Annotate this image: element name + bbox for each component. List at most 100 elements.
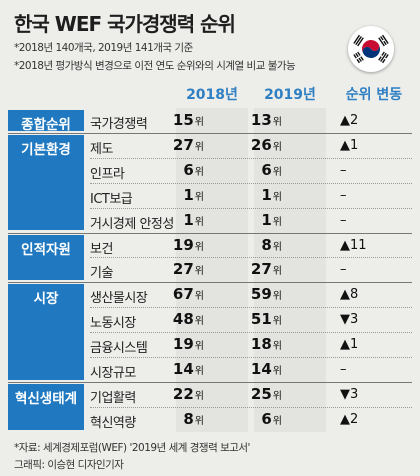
category-label: 혁신생태계 [8, 383, 84, 430]
rank-unit: 위 [194, 316, 204, 328]
rank-value: 6 [261, 409, 272, 428]
rank-value: 18 [250, 335, 272, 354]
rank-unit: 위 [272, 141, 282, 153]
rank-2019: 25위 [244, 385, 282, 403]
rank-2019: 51위 [244, 310, 282, 328]
indicator-name: 노동시장 [90, 316, 136, 332]
indicator-name: 생산물시장 [90, 291, 148, 307]
rank-unit: 위 [272, 216, 282, 228]
rank-2019: 27위 [244, 260, 282, 278]
group-divider [8, 282, 412, 284]
indicator-name: 국가경쟁력 [90, 117, 148, 132]
rank-change: ▼3 [340, 312, 359, 328]
category-text: 혁신생태계 [14, 390, 78, 407]
rank-unit: 위 [272, 366, 282, 377]
indicator-name: 보건 [90, 241, 113, 257]
rank-unit: 위 [272, 191, 282, 203]
indicator-name: 금융시스템 [90, 341, 148, 357]
column-2019-band [254, 108, 326, 432]
rank-2019: 14위 [244, 360, 282, 378]
rank-value: 59 [250, 285, 272, 304]
rank-value: 27 [172, 260, 194, 279]
row-divider [90, 406, 412, 408]
rank-unit: 위 [194, 341, 204, 353]
indicator-name: 기술 [90, 266, 113, 282]
korean-flag-icon [348, 26, 394, 72]
category-label: 기본환경 [8, 134, 84, 231]
rank-change: ▲8 [340, 287, 359, 303]
rank-2019: 6위 [244, 161, 282, 179]
rank-2019: 59위 [244, 285, 282, 303]
rank-value: 27 [250, 260, 272, 279]
note-basis: *2018년 140개국, 2019년 141개국 기준 [14, 42, 193, 54]
rank-unit: 위 [272, 341, 282, 353]
graphic-credit: 그래픽: 이승현 디자인기자 [14, 459, 124, 471]
rank-value: 26 [250, 135, 272, 154]
rank-unit: 위 [194, 141, 204, 153]
rank-value: 1 [261, 185, 272, 204]
indicator-name: 인프라 [90, 166, 125, 182]
rank-2019: 1위 [244, 186, 282, 204]
category-text: 종합순위 [21, 117, 71, 133]
row-divider [90, 257, 412, 259]
rank-unit: 위 [272, 166, 282, 178]
row-divider [90, 332, 412, 334]
category-text: 인적자원 [21, 241, 71, 258]
rank-change: – [340, 362, 347, 377]
rank-unit: 위 [194, 415, 204, 427]
rank-change: ▲11 [340, 237, 367, 253]
rank-unit: 위 [272, 316, 282, 328]
chart-title: 한국 WEF 국가경쟁력 순위 [14, 12, 236, 36]
indicator-name: 거시경제 안정성 [90, 216, 174, 232]
rank-value: 8 [261, 235, 272, 254]
indicator-name: 시장규모 [90, 366, 136, 381]
rank-unit: 위 [272, 266, 282, 278]
rank-value: 25 [250, 384, 272, 403]
rank-2019: 26위 [244, 136, 282, 154]
row-divider [90, 307, 412, 309]
rank-value: 19 [172, 335, 194, 354]
rank-value: 22 [172, 384, 194, 403]
rank-change: ▲2 [340, 113, 359, 128]
rank-change: – [340, 162, 347, 178]
rank-2018: 48위 [166, 310, 204, 328]
source-note: *자료: 세계경제포럼(WEF) '2019년 세계 경쟁력 보고서' [14, 442, 250, 454]
rank-2019: 1위 [244, 211, 282, 229]
rank-2018: 6위 [166, 161, 204, 179]
rank-value: 67 [172, 285, 194, 304]
rank-2019: 13위 [244, 111, 282, 129]
category-label: 시장 [8, 284, 84, 380]
indicator-name: 기업활력 [90, 390, 136, 406]
rank-value: 1 [261, 210, 272, 229]
header-change: 순위 변동 [345, 87, 403, 103]
rank-unit: 위 [194, 216, 204, 228]
rank-value: 13 [250, 111, 272, 129]
header-2018: 2018년 [186, 87, 238, 103]
rank-2018: 19위 [166, 236, 204, 254]
rank-change: ▲1 [340, 137, 359, 153]
indicator-name: ICT보급 [90, 191, 133, 207]
row-divider [90, 357, 412, 358]
rank-unit: 위 [194, 390, 204, 402]
row-divider [90, 182, 412, 184]
rank-value: 14 [250, 360, 272, 378]
rank-value: 27 [172, 135, 194, 154]
rank-value: 1 [183, 185, 194, 204]
rank-2019: 6위 [244, 410, 282, 428]
rank-unit: 위 [194, 241, 204, 253]
group-divider [8, 132, 412, 134]
rank-2018: 1위 [166, 211, 204, 229]
group-divider [8, 381, 412, 383]
column-2018-band [176, 108, 248, 432]
category-text: 시장 [33, 291, 59, 308]
group-divider [8, 232, 412, 234]
rank-2018: 1위 [166, 186, 204, 204]
rank-unit: 위 [194, 117, 204, 128]
rank-2018: 15위 [166, 111, 204, 129]
category-text: 기본환경 [21, 141, 71, 158]
category-label: 종합순위 [8, 110, 84, 133]
rank-change: – [340, 262, 347, 278]
note-method: *2018년 평가방식 변경으로 이전 연도 순위와의 시계열 비교 불가능 [14, 60, 296, 72]
row-divider [90, 157, 412, 159]
rank-change: ▼3 [340, 386, 359, 402]
